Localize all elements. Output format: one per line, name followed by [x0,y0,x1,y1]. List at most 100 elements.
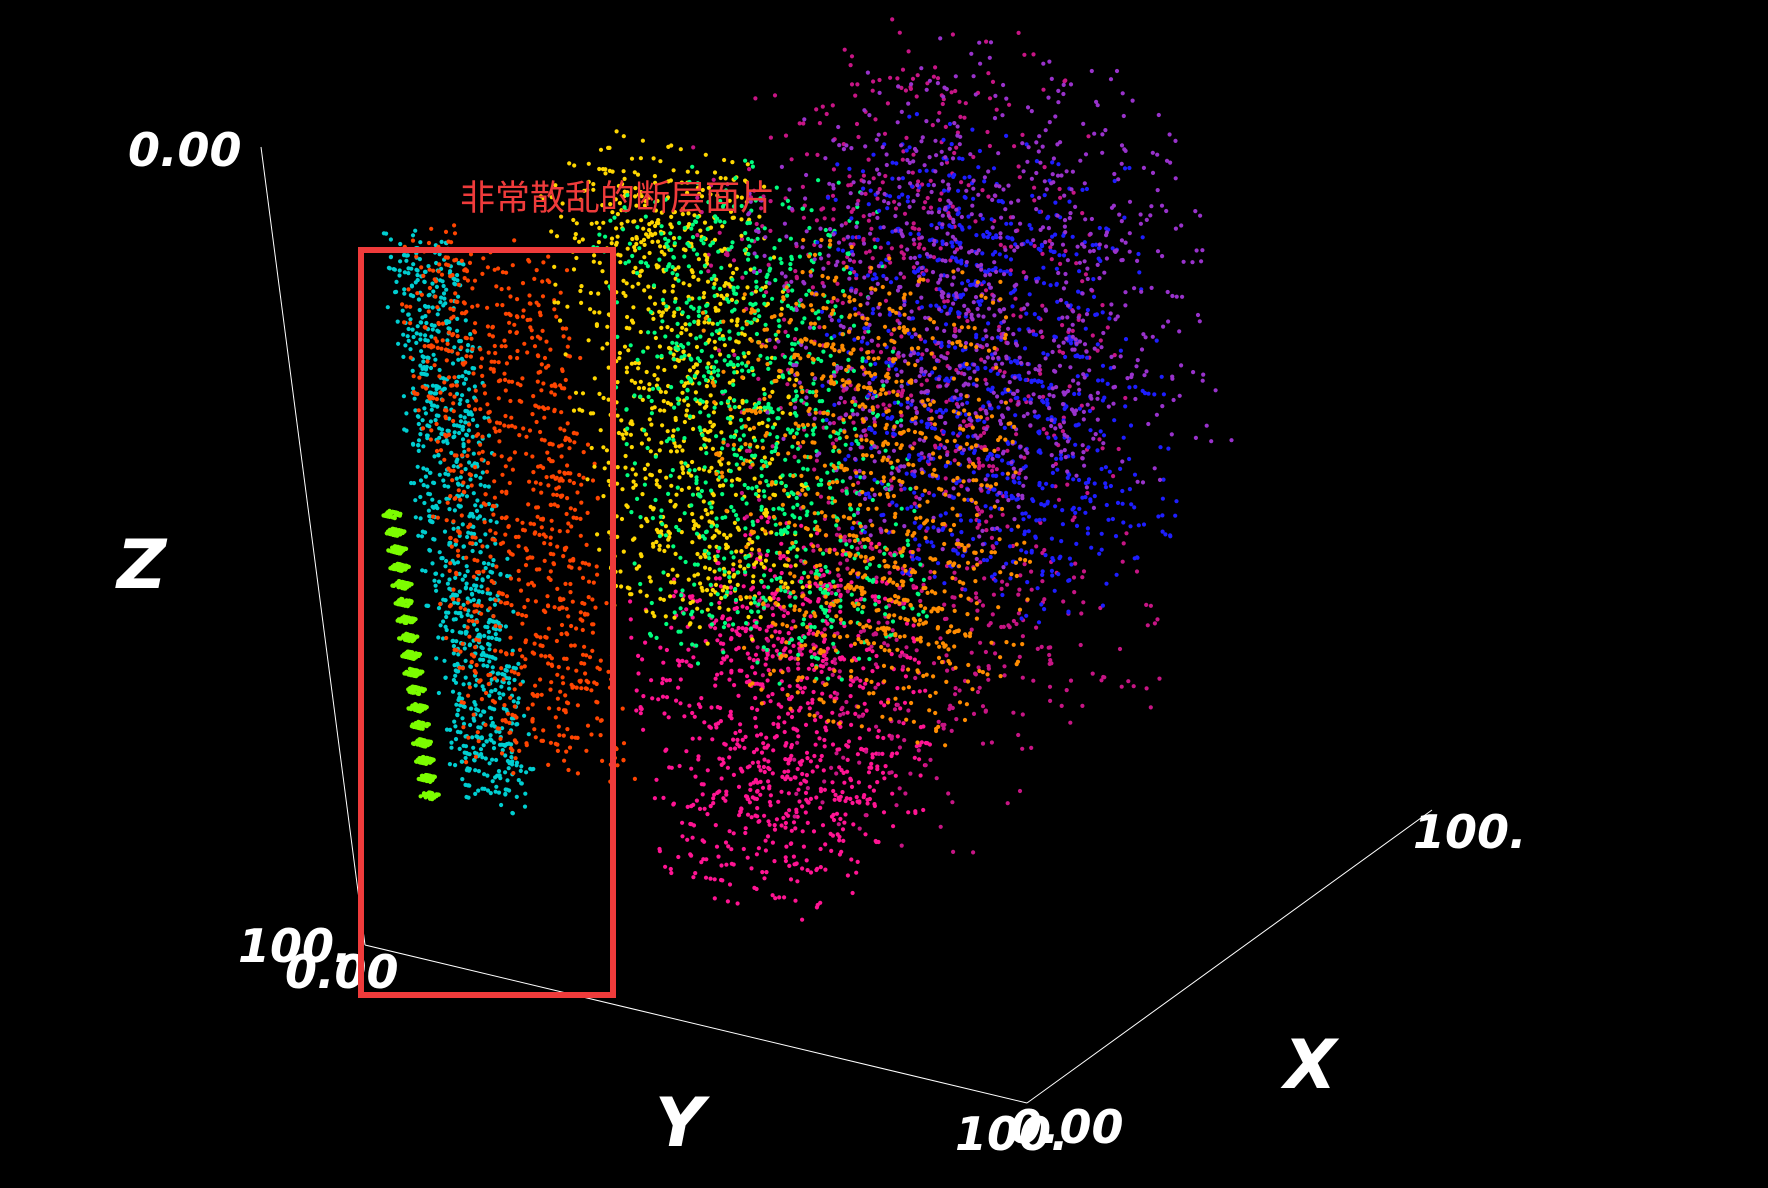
data-point [578,516,583,522]
data-point [456,488,461,493]
data-point [552,407,557,412]
data-point [552,264,557,269]
data-point [748,787,753,793]
data-point [1063,78,1068,83]
data-point [745,162,750,167]
data-point [845,873,851,878]
data-point [771,255,777,260]
data-point [830,103,835,108]
data-point [979,357,984,362]
data-point [669,327,674,333]
data-point [451,409,456,414]
data-point [516,672,521,677]
data-point [574,685,579,690]
data-point [1117,646,1123,652]
data-point [565,727,570,732]
data-point [685,837,690,842]
data-point [551,492,556,497]
data-point [475,516,480,521]
data-point [463,318,468,323]
data-point [580,627,585,633]
data-point [994,467,999,472]
data-point [491,512,496,517]
data-point [420,568,425,573]
data-point [1001,624,1006,629]
data-point [578,533,583,538]
data-point [680,597,685,602]
data-point [425,484,430,489]
data-point [393,529,399,534]
data-point [432,454,437,459]
data-point [500,540,506,545]
data-point [645,345,650,350]
data-point [516,544,521,549]
data-point [420,426,426,431]
data-point [680,658,685,664]
data-point [493,623,498,629]
data-point [1040,303,1045,308]
data-point [845,710,850,715]
data-point [839,849,844,854]
data-point [776,722,781,727]
data-point [906,810,911,815]
data-point [678,701,683,706]
data-point [489,507,495,512]
data-point [831,217,836,222]
data-point [568,506,573,511]
data-point [461,721,467,726]
data-point [436,413,441,418]
data-point [448,274,453,279]
data-point [734,323,740,328]
data-point [842,820,847,825]
data-point [677,663,682,668]
data-point [498,624,503,629]
data-point [925,278,930,283]
data-point [466,618,471,623]
data-point [836,588,841,593]
data-point [1016,592,1021,597]
data-point [462,381,467,386]
data-point [788,564,793,569]
data-point [832,547,837,552]
data-point [512,704,517,709]
data-point [708,804,713,809]
data-point [682,714,687,719]
data-point [804,773,810,778]
data-point [396,585,401,590]
data-point [938,824,943,829]
data-point [541,728,546,733]
data-point [800,804,805,809]
data-point [606,669,611,674]
data-point [566,614,571,619]
data-point [412,653,417,658]
data-point [863,832,868,837]
data-point [819,669,824,675]
data-point [818,865,823,870]
data-point [760,870,765,875]
data-point [402,637,407,642]
data-point [729,636,734,641]
data-point [767,784,772,789]
data-point [734,605,740,611]
data-point [423,569,428,574]
data-point [514,722,519,727]
data-point [831,207,836,212]
data-point [880,180,885,185]
data-point [468,354,473,359]
data-point [406,287,411,292]
data-point [429,345,434,350]
data-point [564,511,569,517]
data-point [849,722,854,728]
data-point [431,396,436,401]
data-point [759,750,765,755]
data-point [485,664,490,669]
data-point [385,305,390,310]
data-point [473,388,478,393]
data-point [531,766,536,772]
data-point [657,309,662,314]
data-point [976,665,981,670]
data-point [529,580,534,585]
data-point [590,597,595,602]
data-point [1020,132,1025,137]
data-point [901,275,907,280]
